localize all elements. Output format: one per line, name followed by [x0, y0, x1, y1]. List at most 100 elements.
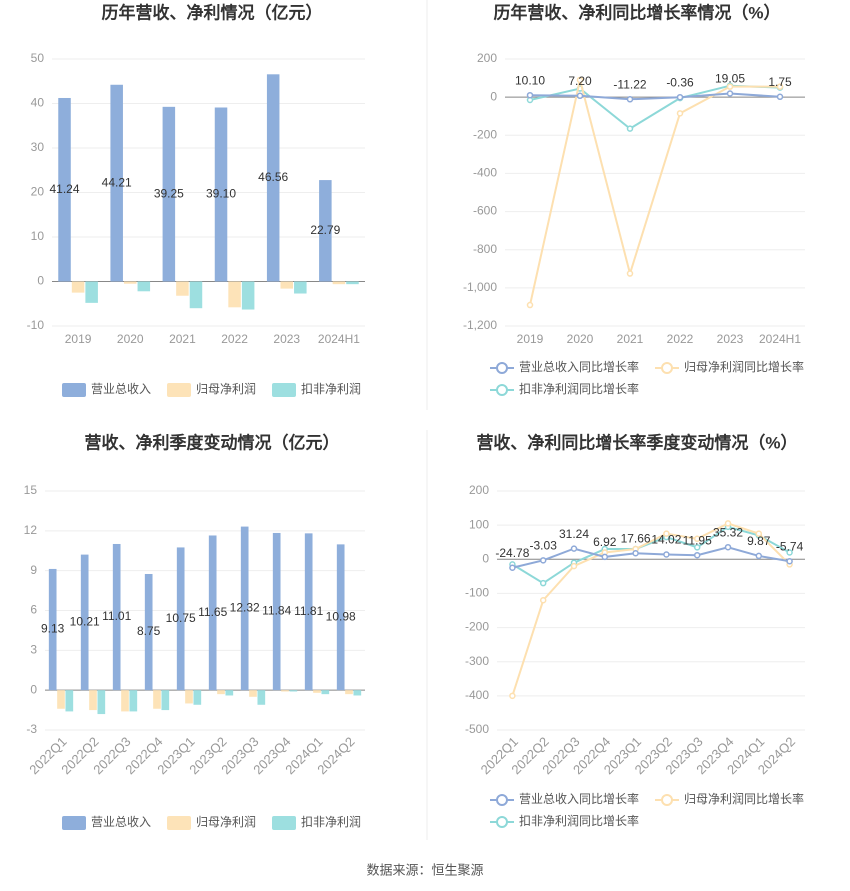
value-label: 11.01 [102, 609, 131, 623]
value-label: 9.13 [41, 622, 65, 636]
point [632, 550, 639, 557]
value-label: 14.02 [651, 533, 681, 547]
bar [112, 543, 121, 691]
bar [217, 690, 225, 695]
y-tick-label: 200 [469, 483, 489, 497]
bar [294, 281, 307, 294]
y-tick-label: -1,200 [463, 318, 497, 332]
legend-label: 归母净利润 [196, 382, 256, 396]
value-label: 1.75 [768, 75, 792, 89]
point [576, 76, 584, 84]
point [570, 545, 578, 552]
x-tick-label: 2019 [517, 332, 544, 346]
y-tick-label: -10 [27, 318, 45, 332]
legend-label: 营业总收入 [91, 382, 151, 396]
point [693, 544, 701, 551]
bar [189, 281, 203, 309]
bar [228, 281, 241, 308]
x-tick-label: 2023 [273, 332, 300, 346]
bar [321, 690, 330, 695]
y-tick-label: 0 [490, 89, 497, 103]
value-label: 10.75 [166, 611, 196, 625]
value-label: 6.92 [593, 535, 617, 549]
legend-swatch [272, 816, 296, 830]
y-tick-label: -200 [473, 127, 497, 141]
bar [85, 281, 98, 303]
bar [71, 281, 85, 293]
bar [193, 690, 202, 705]
y-tick-label: 40 [31, 96, 45, 110]
bar [214, 107, 228, 282]
point [755, 530, 763, 537]
point [663, 551, 670, 558]
bar [281, 690, 289, 692]
x-tick-label: 2021 [617, 332, 644, 346]
y-tick-label: 200 [477, 51, 497, 65]
legend-label: 营业总收入同比增长率 [519, 791, 639, 806]
bar [332, 281, 346, 285]
value-label: 17.66 [621, 531, 651, 545]
point [526, 301, 534, 309]
bar [123, 281, 137, 284]
bar [257, 690, 266, 705]
value-label: 46.56 [258, 170, 288, 184]
value-label: 10.21 [70, 615, 100, 629]
y-tick-label: -500 [465, 722, 489, 736]
y-tick-label: 3 [30, 643, 37, 657]
legend-label: 扣非净利润 [301, 815, 361, 829]
x-tick-label: 2019 [65, 332, 92, 346]
bar [137, 281, 151, 292]
y-tick-label: 10 [31, 229, 45, 243]
value-label: 9.87 [747, 534, 771, 548]
point [676, 110, 684, 117]
value-label: 11.65 [198, 605, 227, 619]
y-tick-label: 0 [482, 551, 489, 565]
bar [97, 690, 106, 715]
y-tick-label: -3 [26, 722, 37, 736]
value-label: 7.20 [568, 74, 592, 88]
bar [225, 690, 234, 696]
line [512, 546, 790, 569]
value-label: -5.74 [776, 539, 804, 553]
bar [241, 281, 255, 310]
legend-swatch [62, 816, 86, 830]
legend-label: 归母净利润同比增长率 [684, 791, 804, 806]
point [509, 692, 516, 700]
value-label: 22.79 [310, 223, 340, 237]
chart-title: 历年营收、净利同比增长率情况（%） [493, 2, 780, 22]
point [626, 125, 634, 132]
legend-swatch [661, 794, 673, 806]
value-label: 44.21 [102, 175, 132, 189]
y-tick-label: 30 [31, 140, 45, 154]
bar [313, 690, 321, 693]
legend-label: 归母净利润 [196, 815, 256, 829]
value-label: -11.22 [613, 77, 646, 91]
legend-label: 扣非净利润同比增长率 [519, 813, 639, 828]
chart-title: 历年营收、净利情况（亿元） [102, 2, 323, 22]
bar [153, 690, 161, 709]
bar [58, 97, 71, 282]
value-label: 19.05 [715, 72, 745, 86]
point [776, 83, 784, 90]
x-tick-label: 2023 [717, 332, 744, 346]
bar [208, 535, 217, 691]
point [693, 535, 701, 543]
line [529, 84, 781, 130]
bar [144, 573, 153, 691]
value-label: -24.78 [495, 546, 529, 560]
point [724, 543, 732, 551]
legend-label: 扣非净利润同比增长率 [519, 381, 639, 396]
y-tick-label: -400 [473, 166, 497, 180]
bar [80, 554, 89, 691]
line [511, 522, 791, 697]
value-label: 10.98 [326, 609, 356, 623]
point [755, 552, 763, 560]
legend-swatch [496, 384, 508, 396]
value-label: -0.36 [666, 75, 694, 89]
bar [176, 281, 189, 296]
bar [345, 690, 353, 695]
bar [346, 281, 359, 285]
legend-swatch [167, 816, 191, 830]
y-tick-label: 0 [30, 682, 37, 696]
y-tick-label: -200 [465, 620, 489, 634]
